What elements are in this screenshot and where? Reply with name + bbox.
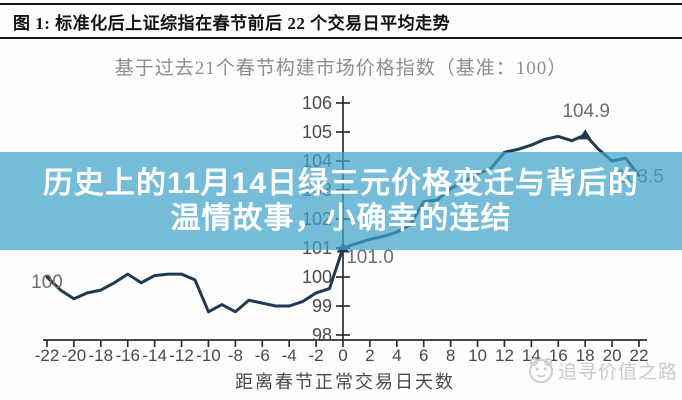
x-tick-label: -22 — [35, 346, 60, 365]
y-tick-label: 98 — [312, 325, 332, 345]
x-tick-label: -20 — [62, 346, 87, 365]
x-tick-label: 2 — [365, 346, 374, 365]
x-tick-label: -12 — [169, 346, 194, 365]
x-tick-label: -8 — [228, 346, 243, 365]
x-tick-label: -6 — [255, 346, 270, 365]
panda-face-icon — [529, 358, 553, 383]
x-tick-label: -16 — [115, 346, 140, 365]
x-tick-label: 16 — [549, 346, 568, 365]
data-label: 104.9 — [562, 101, 610, 122]
x-tick-label: 0 — [338, 346, 347, 365]
x-tick-label: -10 — [196, 346, 221, 365]
x-tick-label: 4 — [392, 346, 401, 365]
data-label: 101.0 — [346, 247, 394, 268]
overlay-banner: 历史上的11月14日绿三元价格变迁与背后的 温情故事，小确幸的连结 — [0, 152, 682, 250]
chart-subtitle: 基于过去21个春节构建市场价格指数（基准：100） — [114, 58, 568, 79]
x-tick-label: 10 — [468, 346, 487, 365]
x-tick-label: -2 — [309, 346, 324, 365]
title-rule-bottom — [0, 37, 682, 39]
watermark-text: 追寻价值之路 — [558, 361, 679, 383]
watermark: 追寻价值之路 — [527, 356, 678, 384]
y-tick-label: 106 — [302, 93, 332, 113]
x-tick-label: 22 — [630, 346, 649, 365]
data-point-marker — [578, 129, 592, 140]
y-tick-label: 100 — [302, 267, 332, 287]
x-axis-label: 距离春节正常交易日天数 — [235, 372, 455, 392]
x-tick-label: 12 — [495, 346, 514, 365]
x-tick-label: 18 — [576, 346, 595, 365]
x-tick-label: -18 — [89, 346, 114, 365]
title-rule-top — [0, 3, 682, 5]
y-tick-label: 99 — [312, 296, 332, 316]
y-tick-label: 105 — [302, 122, 332, 142]
x-tick-label: 6 — [419, 346, 428, 365]
x-tick-label: -14 — [142, 346, 167, 365]
overlay-title-line2: 温情故事，小确幸的连结 — [170, 202, 512, 235]
x-tick-label: 8 — [446, 346, 455, 365]
x-tick-label: 20 — [603, 346, 622, 365]
data-label: 100 — [31, 272, 63, 293]
figure-title: 图 1: 标准化后上证综指在春节前后 22 个交易日平均走势 — [13, 14, 451, 33]
x-tick-label: -4 — [282, 346, 297, 365]
overlay-title-line1: 历史上的11月14日绿三元价格变迁与背后的 — [42, 167, 640, 200]
